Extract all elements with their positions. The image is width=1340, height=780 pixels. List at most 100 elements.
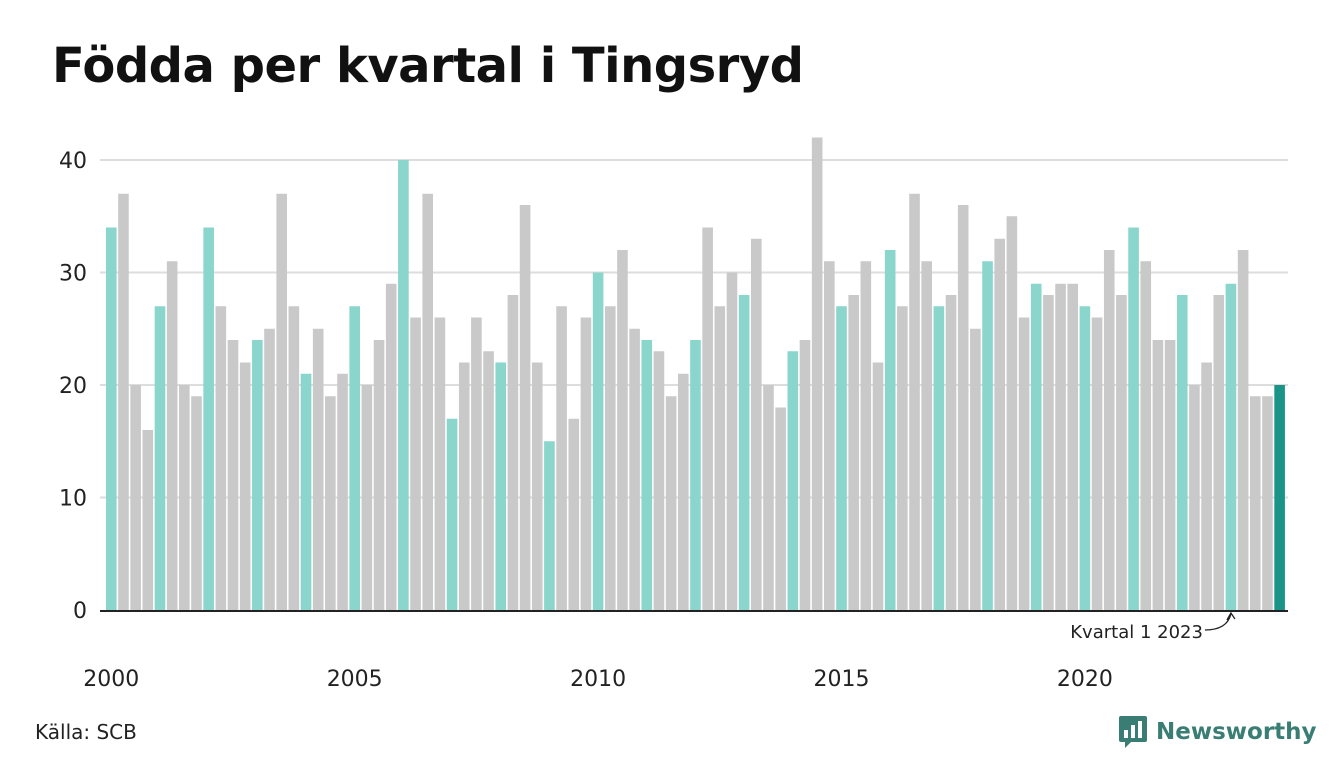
- brand-name: Newsworthy: [1156, 719, 1317, 745]
- bar: [398, 160, 409, 610]
- bar: [1249, 396, 1261, 610]
- bar: [714, 306, 726, 610]
- x-tick-label: 2020: [1057, 667, 1113, 692]
- bar: [1116, 295, 1127, 610]
- bar: [690, 340, 701, 610]
- bar: [337, 373, 348, 610]
- bar: [629, 328, 640, 610]
- bar: [799, 340, 811, 610]
- bar: [848, 295, 859, 610]
- bar: [1176, 295, 1188, 610]
- bar: [811, 137, 823, 610]
- bar: [349, 306, 360, 610]
- bar: [1103, 250, 1115, 610]
- bar: [1079, 306, 1091, 610]
- bar: [836, 306, 847, 610]
- x-tick-label: 2000: [83, 667, 139, 692]
- bar: [1006, 216, 1018, 610]
- brand-logo: Newsworthy: [1118, 714, 1317, 750]
- bar: [203, 227, 214, 610]
- bar-chart: 0 10 20 30 40 2000 2005 2010 2015 2020 Kvartal 1…: [59, 137, 1288, 692]
- y-tick-label: 20: [59, 374, 87, 399]
- bar: [276, 193, 287, 610]
- y-tick-label: 10: [59, 487, 87, 512]
- bar: [142, 430, 154, 610]
- bar: [604, 306, 616, 610]
- bar: [1274, 385, 1285, 610]
- annotation-arrow: [1204, 611, 1236, 631]
- bar: [373, 340, 385, 610]
- bar: [1018, 317, 1030, 610]
- bar: [130, 385, 141, 610]
- bar: [1128, 227, 1139, 610]
- bar: [312, 328, 324, 610]
- bar: [1189, 385, 1200, 610]
- bar: [544, 441, 555, 610]
- bar: [1152, 340, 1164, 610]
- bar: [519, 205, 531, 610]
- bar: [738, 295, 750, 610]
- bar: [239, 362, 251, 610]
- bars: [106, 137, 1285, 610]
- bar: [531, 362, 543, 610]
- bar: [179, 385, 190, 610]
- x-axis-ticks: 2000 2005 2010 2015 2020: [83, 667, 1113, 692]
- annotation-label: Kvartal 1 2023: [1070, 622, 1203, 643]
- annotation: Kvartal 1 2023: [1070, 611, 1236, 643]
- bar: [592, 272, 604, 610]
- bar: [483, 351, 494, 610]
- bar: [264, 328, 275, 610]
- bar: [580, 317, 592, 610]
- y-tick-label: 40: [59, 149, 87, 174]
- bar: [653, 351, 665, 610]
- bar: [702, 227, 713, 610]
- bar: [884, 250, 896, 610]
- bar: [751, 238, 762, 610]
- bar: [1213, 295, 1225, 610]
- bar: [154, 306, 166, 610]
- bar: [106, 227, 117, 610]
- x-tick-label: 2005: [327, 667, 383, 692]
- bar: [787, 351, 799, 610]
- bar: [458, 362, 470, 610]
- bar: [641, 340, 653, 610]
- bar: [385, 283, 397, 610]
- y-axis-ticks: 0 10 20 30 40: [59, 149, 87, 624]
- bar: [909, 193, 920, 610]
- bar: [215, 306, 227, 610]
- bar: [824, 261, 835, 610]
- bar: [763, 385, 774, 610]
- bar: [166, 261, 178, 610]
- bar: [252, 340, 263, 610]
- bar: [1164, 340, 1176, 610]
- bar: [288, 306, 300, 610]
- bar: [1043, 295, 1054, 610]
- bar: [495, 362, 507, 610]
- bar: [860, 261, 872, 610]
- bar: [227, 340, 239, 610]
- bar: [422, 193, 434, 610]
- bar: [1237, 250, 1249, 610]
- bar: [1055, 283, 1066, 610]
- bar: [556, 306, 567, 610]
- bar: [1262, 396, 1273, 610]
- bar: [933, 306, 945, 610]
- bar: [970, 328, 981, 610]
- bar: [410, 317, 421, 610]
- bar: [1067, 283, 1079, 610]
- bar: [775, 407, 786, 610]
- bar: [118, 193, 129, 610]
- y-tick-label: 30: [59, 262, 87, 287]
- bar: [1091, 317, 1103, 610]
- bar: [507, 295, 519, 610]
- bar: [568, 418, 580, 610]
- bar: [1201, 362, 1212, 610]
- bar: [982, 261, 993, 610]
- chart-title: Födda per kvartal i Tingsryd: [52, 38, 804, 94]
- bar: [1030, 283, 1042, 610]
- bar: [434, 317, 446, 610]
- y-tick-label: 0: [73, 599, 87, 624]
- bar: [471, 317, 482, 610]
- x-tick-label: 2015: [814, 667, 870, 692]
- bar: [921, 261, 932, 610]
